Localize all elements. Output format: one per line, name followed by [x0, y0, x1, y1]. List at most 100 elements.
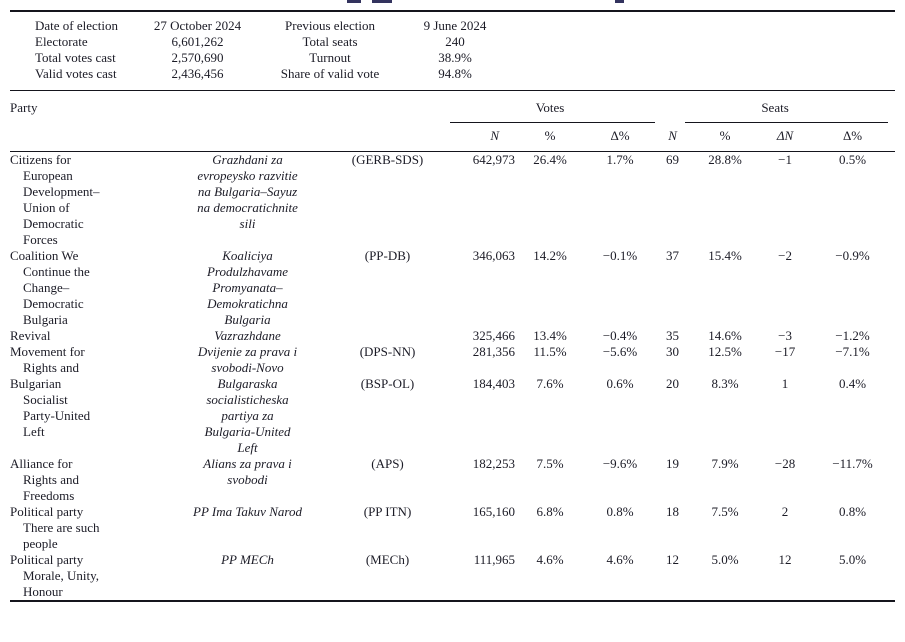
- column-header-party: Party: [10, 100, 38, 115]
- party-name-native: Dvijenie za prava i svobodi-Novo: [197, 344, 298, 375]
- votes-n: 346,063: [472, 248, 516, 263]
- summary-label: Previous election: [285, 18, 375, 33]
- party-name-native: Vazrazhdane: [214, 328, 281, 343]
- votes-n-header: N: [445, 123, 516, 152]
- votes-delta-pct: 0.8%: [606, 504, 634, 519]
- party-name-en: Political party Morale, Unity, Honour: [10, 552, 100, 599]
- cropped-caption-fragment: [615, 0, 624, 3]
- seats-n: 12: [666, 552, 680, 567]
- seats-n-header: N: [655, 123, 691, 152]
- summary-label: Turnout: [309, 50, 351, 65]
- table-row: Movement for Rights and Dvijenie za prav…: [10, 344, 895, 376]
- seats-pct: 12.5%: [708, 344, 742, 359]
- seats-delta-n-header: ΔN: [760, 123, 811, 152]
- votes-n: 111,965: [473, 552, 516, 567]
- votes-delta-pct: 0.6%: [606, 376, 634, 391]
- seats-delta-pct: 0.8%: [839, 504, 867, 519]
- seats-delta-pct-header: Δ%: [810, 123, 896, 152]
- seats-delta-pct: −1.2%: [835, 328, 870, 343]
- party-name-en: Political party There are such people: [10, 504, 100, 551]
- votes-delta-pct: −9.6%: [602, 456, 638, 471]
- seats-pct: 15.4%: [708, 248, 742, 263]
- party-name-native: Grazhdani za evropeysko razvitie na Bulg…: [197, 152, 298, 231]
- party-name-en: Coalition We Continue the Change– Democr…: [10, 248, 90, 327]
- table-row: Coalition We Continue the Change– Democr…: [10, 248, 895, 328]
- party-name-native: Alians za prava i svobodi: [203, 456, 292, 487]
- seats-pct: 8.3%: [711, 376, 739, 391]
- seats-n: 19: [666, 456, 680, 471]
- votes-delta-pct-header: Δ%: [585, 123, 656, 152]
- party-name-en: Alliance for Rights and Freedoms: [10, 456, 79, 503]
- election-results-table: Date of election 27 October 2024 Previou…: [10, 10, 896, 602]
- seats-n: 18: [666, 504, 680, 519]
- summary-label: Electorate: [35, 34, 88, 49]
- summary-value: 240: [445, 34, 465, 49]
- seats-group-rule: [685, 122, 889, 123]
- seats-pct: 14.6%: [708, 328, 742, 343]
- votes-pct: 26.4%: [533, 152, 567, 167]
- party-abbreviation: (MECh): [365, 552, 410, 567]
- seats-n: 30: [666, 344, 680, 359]
- party-abbreviation: (PP-DB): [364, 248, 411, 263]
- summary-value: 2,570,690: [171, 50, 224, 65]
- party-name-native: Koaliciya Produlzhavame Promyanata– Demo…: [206, 248, 289, 327]
- seats-delta-pct: −0.9%: [835, 248, 870, 263]
- votes-pct: 7.5%: [536, 456, 564, 471]
- party-name-en: Revival: [10, 328, 51, 343]
- votes-n: 281,356: [472, 344, 516, 359]
- table-row: Political party Morale, Unity, Honour PP…: [10, 552, 895, 601]
- seats-delta-n: −28: [774, 456, 796, 471]
- party-abbreviation: [330, 328, 445, 344]
- seats-delta-n: −3: [778, 328, 792, 343]
- party-abbreviation: (GERB-SDS): [351, 152, 424, 167]
- seats-delta-n: 1: [781, 376, 789, 391]
- seats-n: 20: [666, 376, 680, 391]
- summary-value: 38.9%: [438, 50, 472, 65]
- seats-delta-pct: 0.4%: [839, 376, 867, 391]
- votes-n: 165,160: [472, 504, 516, 519]
- votes-pct: 13.4%: [533, 328, 567, 343]
- table-row: Citizens for European Development– Union…: [10, 152, 895, 249]
- seats-delta-n: −17: [774, 344, 796, 359]
- party-name-native: PP MECh: [221, 552, 274, 567]
- seats-group-label: Seats: [761, 100, 789, 115]
- seats-delta-pct: 0.5%: [839, 152, 867, 167]
- summary-value: 9 June 2024: [423, 18, 487, 33]
- votes-n: 642,973: [472, 152, 516, 167]
- summary-label: Total votes cast: [35, 50, 116, 65]
- votes-group-label: Votes: [535, 100, 565, 115]
- votes-pct: 6.8%: [536, 504, 564, 519]
- votes-delta-pct: −0.4%: [602, 328, 638, 343]
- party-abbreviation: (BSP-OL): [360, 376, 415, 391]
- votes-n: 182,253: [472, 456, 516, 471]
- seats-delta-pct: 5.0%: [839, 552, 867, 567]
- party-name-en: Citizens for European Development– Union…: [10, 152, 100, 247]
- votes-pct: 4.6%: [536, 552, 564, 567]
- cropped-caption-fragment: [347, 0, 361, 3]
- summary-value: 27 October 2024: [153, 18, 242, 33]
- party-name-native: Bulgaraska socialisticheska partiya za B…: [204, 376, 291, 455]
- votes-delta-pct: −0.1%: [602, 248, 638, 263]
- seats-n: 35: [666, 328, 680, 343]
- table-row: Alliance for Rights and Freedoms Alians …: [10, 456, 895, 504]
- summary-label: Valid votes cast: [35, 66, 117, 81]
- party-name-en: Movement for Rights and: [10, 344, 85, 375]
- seats-delta-n: 12: [778, 552, 792, 567]
- election-summary-block: Date of election 27 October 2024 Previou…: [10, 12, 895, 91]
- party-results-table: Party Votes Seats N % Δ% N: [10, 91, 896, 602]
- cropped-caption-fragment: [372, 0, 392, 3]
- column-group-votes: Votes: [445, 91, 656, 123]
- seats-pct: 7.5%: [711, 504, 739, 519]
- summary-value: 6,601,262: [171, 34, 224, 49]
- seats-n: 37: [666, 248, 680, 263]
- votes-pct-header: %: [515, 123, 586, 152]
- summary-label: Total seats: [302, 34, 358, 49]
- votes-n: 325,466: [472, 328, 516, 343]
- seats-pct: 5.0%: [711, 552, 739, 567]
- seats-pct: 28.8%: [708, 152, 742, 167]
- seats-delta-pct: −7.1%: [835, 344, 870, 359]
- column-group-seats: Seats: [655, 91, 895, 123]
- votes-delta-pct: −5.6%: [602, 344, 638, 359]
- seats-n: 69: [666, 152, 680, 167]
